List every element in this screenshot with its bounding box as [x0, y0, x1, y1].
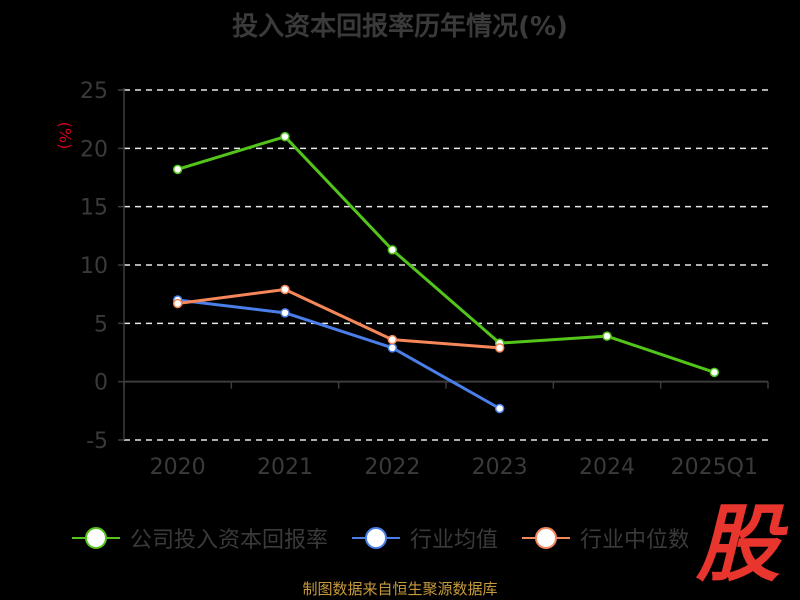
data-point-series-0: [602, 331, 612, 341]
data-point-series-1: [387, 343, 398, 353]
legend-swatch-industry-median: [520, 526, 572, 550]
data-point-series-0: [172, 164, 183, 175]
series-lines: [177, 135, 715, 410]
legend-swatch-industry-mean: [350, 526, 402, 550]
series-line-0: [177, 135, 715, 374]
legend-label: 行业中位数: [580, 528, 691, 553]
legend-item-industry-mean[interactable]: 行业均值: [350, 522, 498, 554]
legend-marker: [365, 527, 388, 549]
legend-marker: [535, 527, 558, 549]
x-tick-label: 2022: [364, 455, 420, 480]
y-tick-label: 0: [94, 371, 108, 396]
y-tick-label: 20: [80, 137, 108, 162]
y-tick-label: 15: [80, 196, 108, 221]
data-point-series-1: [280, 308, 290, 318]
x-tick-label: 2025Q1: [671, 455, 758, 480]
x-tick-label: 2023: [472, 455, 528, 480]
x-tick-label: 2021: [257, 455, 313, 480]
data-point-series-0: [280, 131, 290, 142]
brand-logo: 股: [688, 498, 788, 590]
data-point-series-2: [494, 343, 505, 353]
data-point-series-2: [280, 284, 290, 295]
chart-title: 投入资本回报率历年情况(%): [232, 12, 568, 42]
legend: 公司投入资本回报率 行业均值 行业中位数: [70, 518, 712, 558]
data-point-series-1: [494, 403, 505, 414]
series-line-1: [177, 298, 501, 410]
grid-lines: [124, 89, 768, 441]
legend-item-company[interactable]: 公司投入资本回报率: [70, 522, 328, 554]
y-tick-label: 10: [80, 254, 108, 279]
data-source-note: 制图数据来自恒生聚源数据库: [302, 580, 498, 598]
y-tick-label: 5: [94, 312, 108, 337]
data-point-series-2: [387, 334, 398, 345]
legend-item-industry-median[interactable]: 行业中位数: [520, 522, 690, 554]
legend-marker: [85, 527, 107, 549]
axes: [118, 88, 769, 441]
series-points: [172, 131, 720, 414]
legend-label: 公司投入资本回报率: [130, 528, 329, 553]
legend-label: 行业均值: [410, 528, 499, 553]
tick-labels: 25 20 15 10 5 0 -5 2020 2021 2022 2023 2024 2025Q1: [80, 79, 758, 480]
data-point-series-2: [172, 298, 183, 309]
legend-swatch-company: [70, 526, 122, 550]
data-point-series-0: [709, 367, 720, 378]
y-tick-label: 25: [80, 79, 108, 104]
x-tick-label: 2024: [579, 455, 635, 480]
series-line-2: [177, 288, 500, 350]
data-point-series-0: [387, 245, 398, 255]
x-tick-label: 2020: [150, 455, 206, 480]
y-tick-label: -5: [86, 429, 108, 454]
